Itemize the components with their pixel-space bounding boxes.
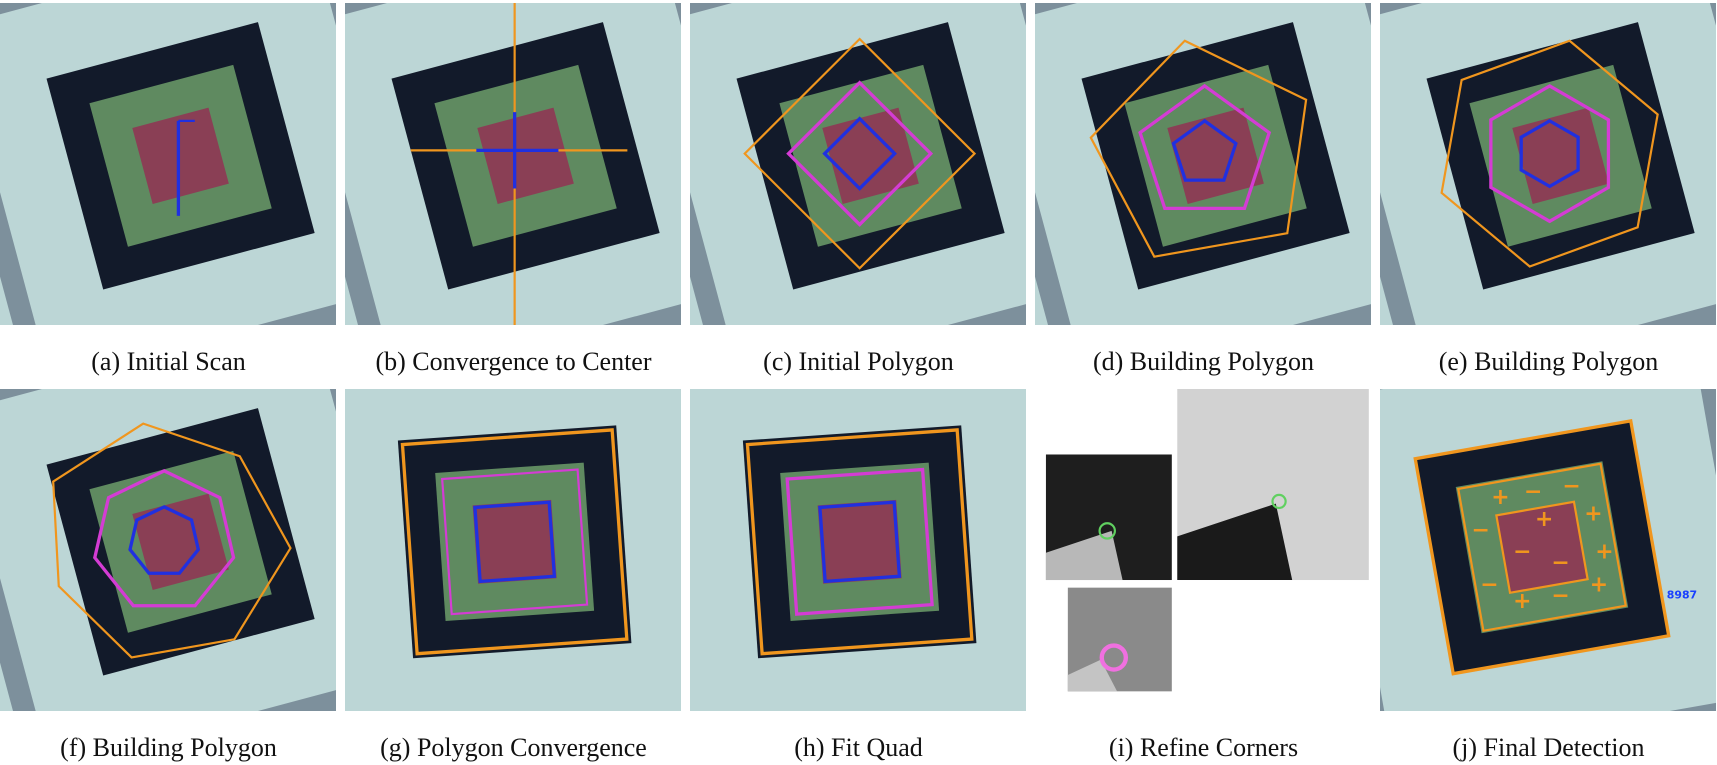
panel-image xyxy=(0,389,336,711)
panel-image: + − −+++−+−− +− −8987 xyxy=(1380,389,1716,711)
marker-red xyxy=(477,107,574,204)
bit-sign: − xyxy=(1513,540,1531,565)
overlay-polygon xyxy=(786,80,934,227)
caption: (j) Final Detection xyxy=(1452,733,1645,762)
caption: (g) Polygon Convergence xyxy=(380,733,647,762)
overlay-polygon xyxy=(400,428,629,656)
bit-sign: − xyxy=(1472,518,1490,543)
marker-red xyxy=(817,499,902,584)
overlay-polygon xyxy=(1456,462,1627,633)
overlay-polygon xyxy=(1138,83,1272,211)
caption: (b) Convergence to Center xyxy=(375,347,652,376)
marker-red xyxy=(132,493,229,590)
caption: (f) Building Polygon xyxy=(60,733,277,762)
marker-red xyxy=(1496,501,1588,593)
caption: (d) Building Polygon xyxy=(1092,347,1314,376)
corner-dark xyxy=(1177,503,1293,581)
corner-circle xyxy=(1098,522,1116,540)
overlay-polygon xyxy=(818,500,902,584)
overlay-polygon xyxy=(1089,39,1308,258)
bit-sign: + xyxy=(1595,540,1613,565)
marker-red xyxy=(472,499,557,584)
overlay-polygon xyxy=(745,428,974,656)
marker-red xyxy=(132,107,229,204)
overlay-polygon xyxy=(473,500,557,584)
overlay-polygon xyxy=(1171,118,1238,182)
overlay-polygon xyxy=(785,467,934,616)
bit-sign: − xyxy=(1551,551,1569,576)
bit-sign: + xyxy=(1513,589,1531,614)
corner-circle xyxy=(1099,643,1129,672)
panel-image xyxy=(690,3,1026,325)
bit-sign: − xyxy=(1480,572,1498,597)
bit-sign: − xyxy=(1551,583,1569,608)
overlay-polygon xyxy=(128,505,201,575)
corner-light xyxy=(1045,530,1123,581)
overlay-polygon xyxy=(1489,84,1611,224)
caption: (h) Fit Quad xyxy=(794,733,923,762)
panel-image xyxy=(1035,389,1371,711)
overlay-polygon xyxy=(1440,39,1659,268)
bit-sign: + xyxy=(1584,502,1602,527)
panel-image xyxy=(690,389,1026,711)
panel-image xyxy=(1035,3,1371,325)
bit-sign: + xyxy=(1535,507,1553,532)
overlay-polygon xyxy=(822,116,897,191)
caption: (e) Building Polygon xyxy=(1438,347,1659,376)
bit-sign: − xyxy=(1524,480,1542,505)
bit-sign: − xyxy=(1562,474,1580,499)
caption: (c) Initial Polygon xyxy=(763,347,954,376)
overlay-polygon xyxy=(441,468,589,616)
panel-image xyxy=(0,3,336,325)
overlay-polygon xyxy=(743,37,977,270)
caption: (i) Refine Corners xyxy=(1108,733,1299,762)
bit-sign: + xyxy=(1590,572,1608,597)
panel-image xyxy=(345,3,681,325)
corner-circle xyxy=(1271,493,1287,510)
overlay-polygon xyxy=(52,422,292,659)
corner-light xyxy=(1067,659,1118,692)
overlay-polygon xyxy=(1495,500,1589,595)
panel-image xyxy=(1380,3,1716,325)
overlay-polygon xyxy=(1519,118,1580,189)
bit-sign: + xyxy=(1491,485,1509,510)
overlay-polygon xyxy=(93,469,236,608)
caption: (a) Initial Scan xyxy=(91,347,246,376)
panel-image xyxy=(345,389,681,711)
overlay-polygon xyxy=(1413,418,1671,676)
detection-id: 8987 xyxy=(1667,589,1697,602)
